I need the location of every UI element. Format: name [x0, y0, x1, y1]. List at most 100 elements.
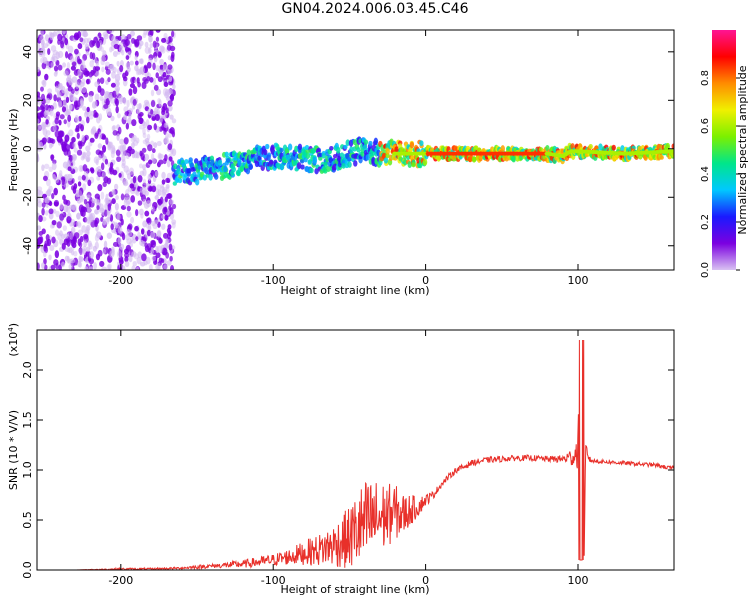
spectrogram-noise-dot — [126, 205, 131, 212]
spectrogram-noise-dot — [110, 82, 116, 88]
spectrogram-noise-dot — [44, 196, 50, 204]
spectrogram-noise-dot — [144, 46, 151, 54]
spectrogram-noise-dot — [42, 175, 48, 181]
spectrogram-noise-dot — [48, 208, 54, 215]
spectrogram-noise-dot — [158, 237, 163, 244]
spectrogram-noise-dot — [167, 104, 173, 112]
spectrogram-noise-dot — [134, 64, 139, 72]
spectrogram-noise-dot — [75, 100, 81, 108]
spectrogram-noise-dot — [80, 155, 85, 161]
spectrogram-noise-dot — [162, 88, 168, 97]
spectrogram-noise-dot — [88, 258, 95, 265]
spectrogram-noise-dot — [97, 143, 103, 149]
spectrogram-noise-dot — [63, 238, 69, 246]
spectrogram-y-tick-label: -20 — [21, 188, 34, 206]
snr-y-axis-label: SNR (10 * V/V) — [7, 410, 20, 490]
spectrogram-noise-dot — [81, 58, 85, 66]
spectrogram-noise-dot — [100, 191, 105, 200]
spectrogram-noise-dot — [37, 262, 40, 270]
figure-title: GN04.2024.006.03.45.C46 — [281, 1, 469, 17]
spectrogram-trace-dot — [349, 146, 354, 154]
spectrogram-trace-dot — [321, 153, 327, 159]
spectrogram-noise-dot — [132, 99, 137, 106]
spectrogram-noise-dot — [106, 264, 111, 270]
spectrogram-trace-dot — [296, 162, 302, 170]
spectrogram-noise-dot — [94, 112, 99, 118]
spectrogram-noise-dot — [169, 93, 175, 102]
spectrogram-noise-dot — [59, 203, 64, 211]
spectrogram-noise-dot — [126, 117, 132, 125]
spectrogram-trace-dot — [347, 157, 352, 162]
spectrogram-trace-dot — [500, 145, 505, 153]
spectrogram-noise-dot — [129, 60, 134, 66]
spectrogram-noise-dot — [104, 91, 110, 97]
spectrogram-noise-dot — [62, 30, 66, 35]
spectrogram-noise-dot — [64, 37, 69, 46]
snr-y-tick-label: 0.0 — [21, 561, 34, 579]
spectrogram-noise-dot — [115, 195, 119, 200]
spectrogram-y-tick-label: 0 — [21, 145, 34, 152]
spectrogram-noise-dot — [142, 220, 148, 228]
spectrogram-noise-dot — [97, 184, 103, 192]
spectrogram-noise-dot — [74, 114, 79, 122]
spectrogram-noise-dot — [129, 148, 135, 155]
spectrogram-noise-dot — [132, 176, 137, 184]
spectrogram-noise-dot — [50, 264, 56, 270]
spectrogram-noise-dot — [155, 65, 161, 72]
spectrogram-noise-dot — [155, 36, 160, 42]
spectrogram-noise-dot — [117, 112, 121, 119]
spectrogram-noise-dot — [139, 261, 146, 267]
spectrogram-noise-dot — [81, 174, 86, 181]
spectrogram-noise-dot — [81, 225, 87, 233]
spectrogram-trace-dot — [422, 158, 428, 166]
spectrogram-noise-dot — [63, 233, 69, 239]
spectrogram-noise-dot — [78, 248, 84, 255]
spectrogram-noise-dot — [111, 189, 116, 196]
spectrogram-noise-dot — [116, 133, 120, 141]
spectrogram-noise-dot — [94, 81, 100, 88]
spectrogram-noise-dot — [122, 144, 127, 152]
spectrogram-noise-dot — [67, 86, 73, 92]
spectrogram-noise-dot — [82, 217, 88, 223]
spectrogram-noise-dot — [155, 188, 160, 197]
spectrogram-noise-dot — [105, 137, 109, 145]
spectrogram-noise-dot — [162, 232, 169, 239]
spectrogram-noise-dot — [73, 32, 80, 40]
spectrogram-noise-dot — [70, 226, 76, 234]
spectrogram-noise-dot — [110, 223, 114, 230]
spectrogram-panel: -200 -100 0 100 40 20 0 -20 -40 Height of strai… — [7, 29, 675, 297]
spectrogram-noise-dot — [83, 37, 89, 44]
spectrogram-noise-dot — [141, 194, 147, 202]
spectrogram-noise-dot — [60, 261, 65, 268]
spectrogram-noise-dot — [133, 150, 139, 159]
spectrogram-noise-dot — [151, 148, 156, 154]
spectrogram-noise-dot — [95, 60, 100, 67]
spectrogram-trace-dot — [611, 144, 616, 151]
spectrogram-noise-dot — [171, 219, 177, 225]
spectrogram-noise-dot — [137, 251, 143, 259]
spectrogram-noise-dot — [138, 208, 144, 216]
spectrogram-noise-dot — [156, 140, 162, 147]
spectrogram-noise-dot — [99, 77, 105, 84]
spectrogram-noise-dot — [69, 55, 75, 63]
spectrogram-noise-dot — [59, 138, 64, 146]
spectrogram-noise-dot — [147, 173, 152, 181]
spectrogram-trace-dot — [411, 162, 416, 168]
spectrogram-trace-dot — [326, 165, 331, 173]
spectrogram-noise-dot — [146, 133, 151, 141]
spectrogram-noise-dot — [74, 86, 80, 92]
spectrogram-noise-dot — [69, 221, 74, 227]
spectrogram-noise-dot — [167, 88, 173, 95]
spectrogram-noise-dot — [38, 215, 43, 223]
spectrogram-noise-dot — [158, 99, 162, 107]
spectrogram-noise-dot — [144, 242, 148, 248]
spectrogram-noise-dot — [91, 198, 96, 204]
spectrogram-x-tick-label: -200 — [108, 274, 133, 287]
spectrogram-noise-dot — [137, 231, 141, 239]
spectrogram-noise-dot — [66, 247, 71, 253]
spectrogram-noise-dot — [37, 66, 40, 73]
spectrogram-noise-dot — [116, 81, 120, 87]
spectrogram-noise-dot — [80, 206, 86, 212]
spectrogram-noise-dot — [86, 106, 90, 113]
spectrogram-noise-dot — [111, 198, 116, 205]
